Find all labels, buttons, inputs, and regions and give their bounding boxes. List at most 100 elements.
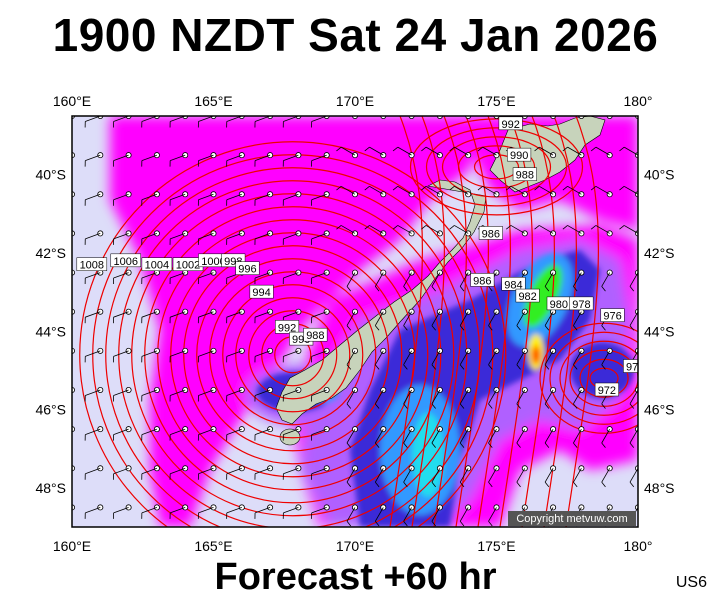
wind-barb xyxy=(169,386,189,402)
wind-barb xyxy=(141,308,160,324)
wind-barb xyxy=(311,347,330,363)
wind-barb xyxy=(336,146,358,159)
wind-barb xyxy=(562,185,585,198)
isobar-west xyxy=(131,193,455,517)
wind-barb xyxy=(282,504,302,519)
wind-barb xyxy=(113,152,132,167)
wind-barb xyxy=(431,347,443,370)
svg-text:982: 982 xyxy=(518,291,536,303)
lon-label-top: 160°E xyxy=(53,93,91,109)
wind-barb xyxy=(254,347,274,363)
wind-barb xyxy=(113,347,132,363)
wind-barb xyxy=(226,504,245,519)
isobar-label: 980 xyxy=(546,296,571,311)
wind-barb xyxy=(629,387,638,409)
wind-barb xyxy=(226,386,245,402)
isobar-west xyxy=(183,245,403,465)
wind-barb xyxy=(573,426,585,448)
wind-barb xyxy=(113,465,132,480)
lat-label-left: 48°S xyxy=(35,480,66,496)
wind-barb xyxy=(113,426,132,441)
lon-label-top: 175°E xyxy=(477,93,515,109)
lon-label-bottom: 160°E xyxy=(53,538,91,554)
svg-text:1000: 1000 xyxy=(201,256,225,268)
wind-barb xyxy=(488,504,500,527)
wind-barb xyxy=(226,347,245,363)
wind-barb xyxy=(141,230,160,245)
wind-barb xyxy=(421,225,443,237)
wind-barb xyxy=(141,152,160,167)
wind-barb xyxy=(282,230,302,245)
svg-text:986: 986 xyxy=(473,275,491,287)
wind-barb xyxy=(254,152,274,167)
wind-barb xyxy=(590,225,613,237)
wind-barb xyxy=(421,146,443,159)
wind-barb xyxy=(431,308,443,331)
wind-barb xyxy=(346,269,358,292)
wind-barb xyxy=(169,308,189,324)
wind-barb xyxy=(141,269,160,285)
wind-barb xyxy=(534,225,557,237)
isobar-label: 976 xyxy=(600,308,625,323)
svg-text:976: 976 xyxy=(603,311,621,323)
wind-barb xyxy=(392,185,415,198)
wind-barb xyxy=(619,225,638,237)
wind-barb xyxy=(336,225,358,237)
wind-barb xyxy=(506,185,528,198)
wind-barb xyxy=(544,308,557,331)
wind-barb xyxy=(459,465,472,488)
wind-barb xyxy=(282,465,302,480)
isobar-label: 974 xyxy=(623,359,638,374)
axis-labels: 160°E 160°E 165°E 165°E 170°E 170°E 175°E 175°E… xyxy=(35,93,674,554)
wind-barb xyxy=(431,504,443,527)
wind-barb xyxy=(311,230,330,245)
wind-barb xyxy=(516,465,528,488)
wind-barb xyxy=(544,386,557,409)
wind-barb xyxy=(374,269,387,292)
isobar-label: 996 xyxy=(235,261,260,276)
south-island xyxy=(275,179,487,425)
wind-barb xyxy=(197,386,217,402)
wind-barb xyxy=(254,426,274,441)
wind-barb xyxy=(449,225,472,237)
isobar-label: 982 xyxy=(515,288,540,303)
wind-barb xyxy=(311,465,330,480)
isobar-central xyxy=(543,116,577,527)
wind-barb xyxy=(346,347,358,370)
isobar-label: 1006 xyxy=(110,253,142,268)
wind-barb xyxy=(590,146,613,159)
svg-text:994: 994 xyxy=(252,287,270,299)
svg-text:980: 980 xyxy=(550,299,568,311)
wind-barb xyxy=(169,504,189,519)
wind-barb xyxy=(459,504,472,527)
wind-barb xyxy=(374,308,387,331)
wind-barb xyxy=(197,347,217,363)
wind-barb xyxy=(544,465,557,488)
wind-barb xyxy=(141,191,160,206)
lon-label-bottom: 165°E xyxy=(194,538,232,554)
wind-barb xyxy=(113,386,132,402)
wind-barb xyxy=(601,426,613,448)
wind-barb xyxy=(573,308,585,331)
wind-barb xyxy=(403,269,415,292)
wind-barb xyxy=(516,386,528,409)
wind-barb xyxy=(282,191,302,206)
wind-barb xyxy=(254,504,274,519)
lon-label-bottom: 175°E xyxy=(477,538,515,554)
isobar-central xyxy=(389,116,423,527)
wind-barb xyxy=(374,504,387,527)
isobar-label: 1000 xyxy=(198,253,229,268)
wind-barb xyxy=(431,426,443,448)
isobar-label: 972 xyxy=(594,382,619,397)
wind-barb xyxy=(573,269,585,292)
wind-barb xyxy=(477,185,500,198)
isobar-label: 986 xyxy=(478,226,503,240)
wind-barb xyxy=(254,230,274,245)
wind-barb xyxy=(282,347,302,363)
wind-barb xyxy=(477,146,500,159)
lon-label-top: 180° xyxy=(624,93,653,109)
wind-barb xyxy=(84,426,104,441)
isobar-label: 1002 xyxy=(172,257,204,272)
wind-barb xyxy=(431,465,443,488)
isobar-west xyxy=(79,141,507,527)
